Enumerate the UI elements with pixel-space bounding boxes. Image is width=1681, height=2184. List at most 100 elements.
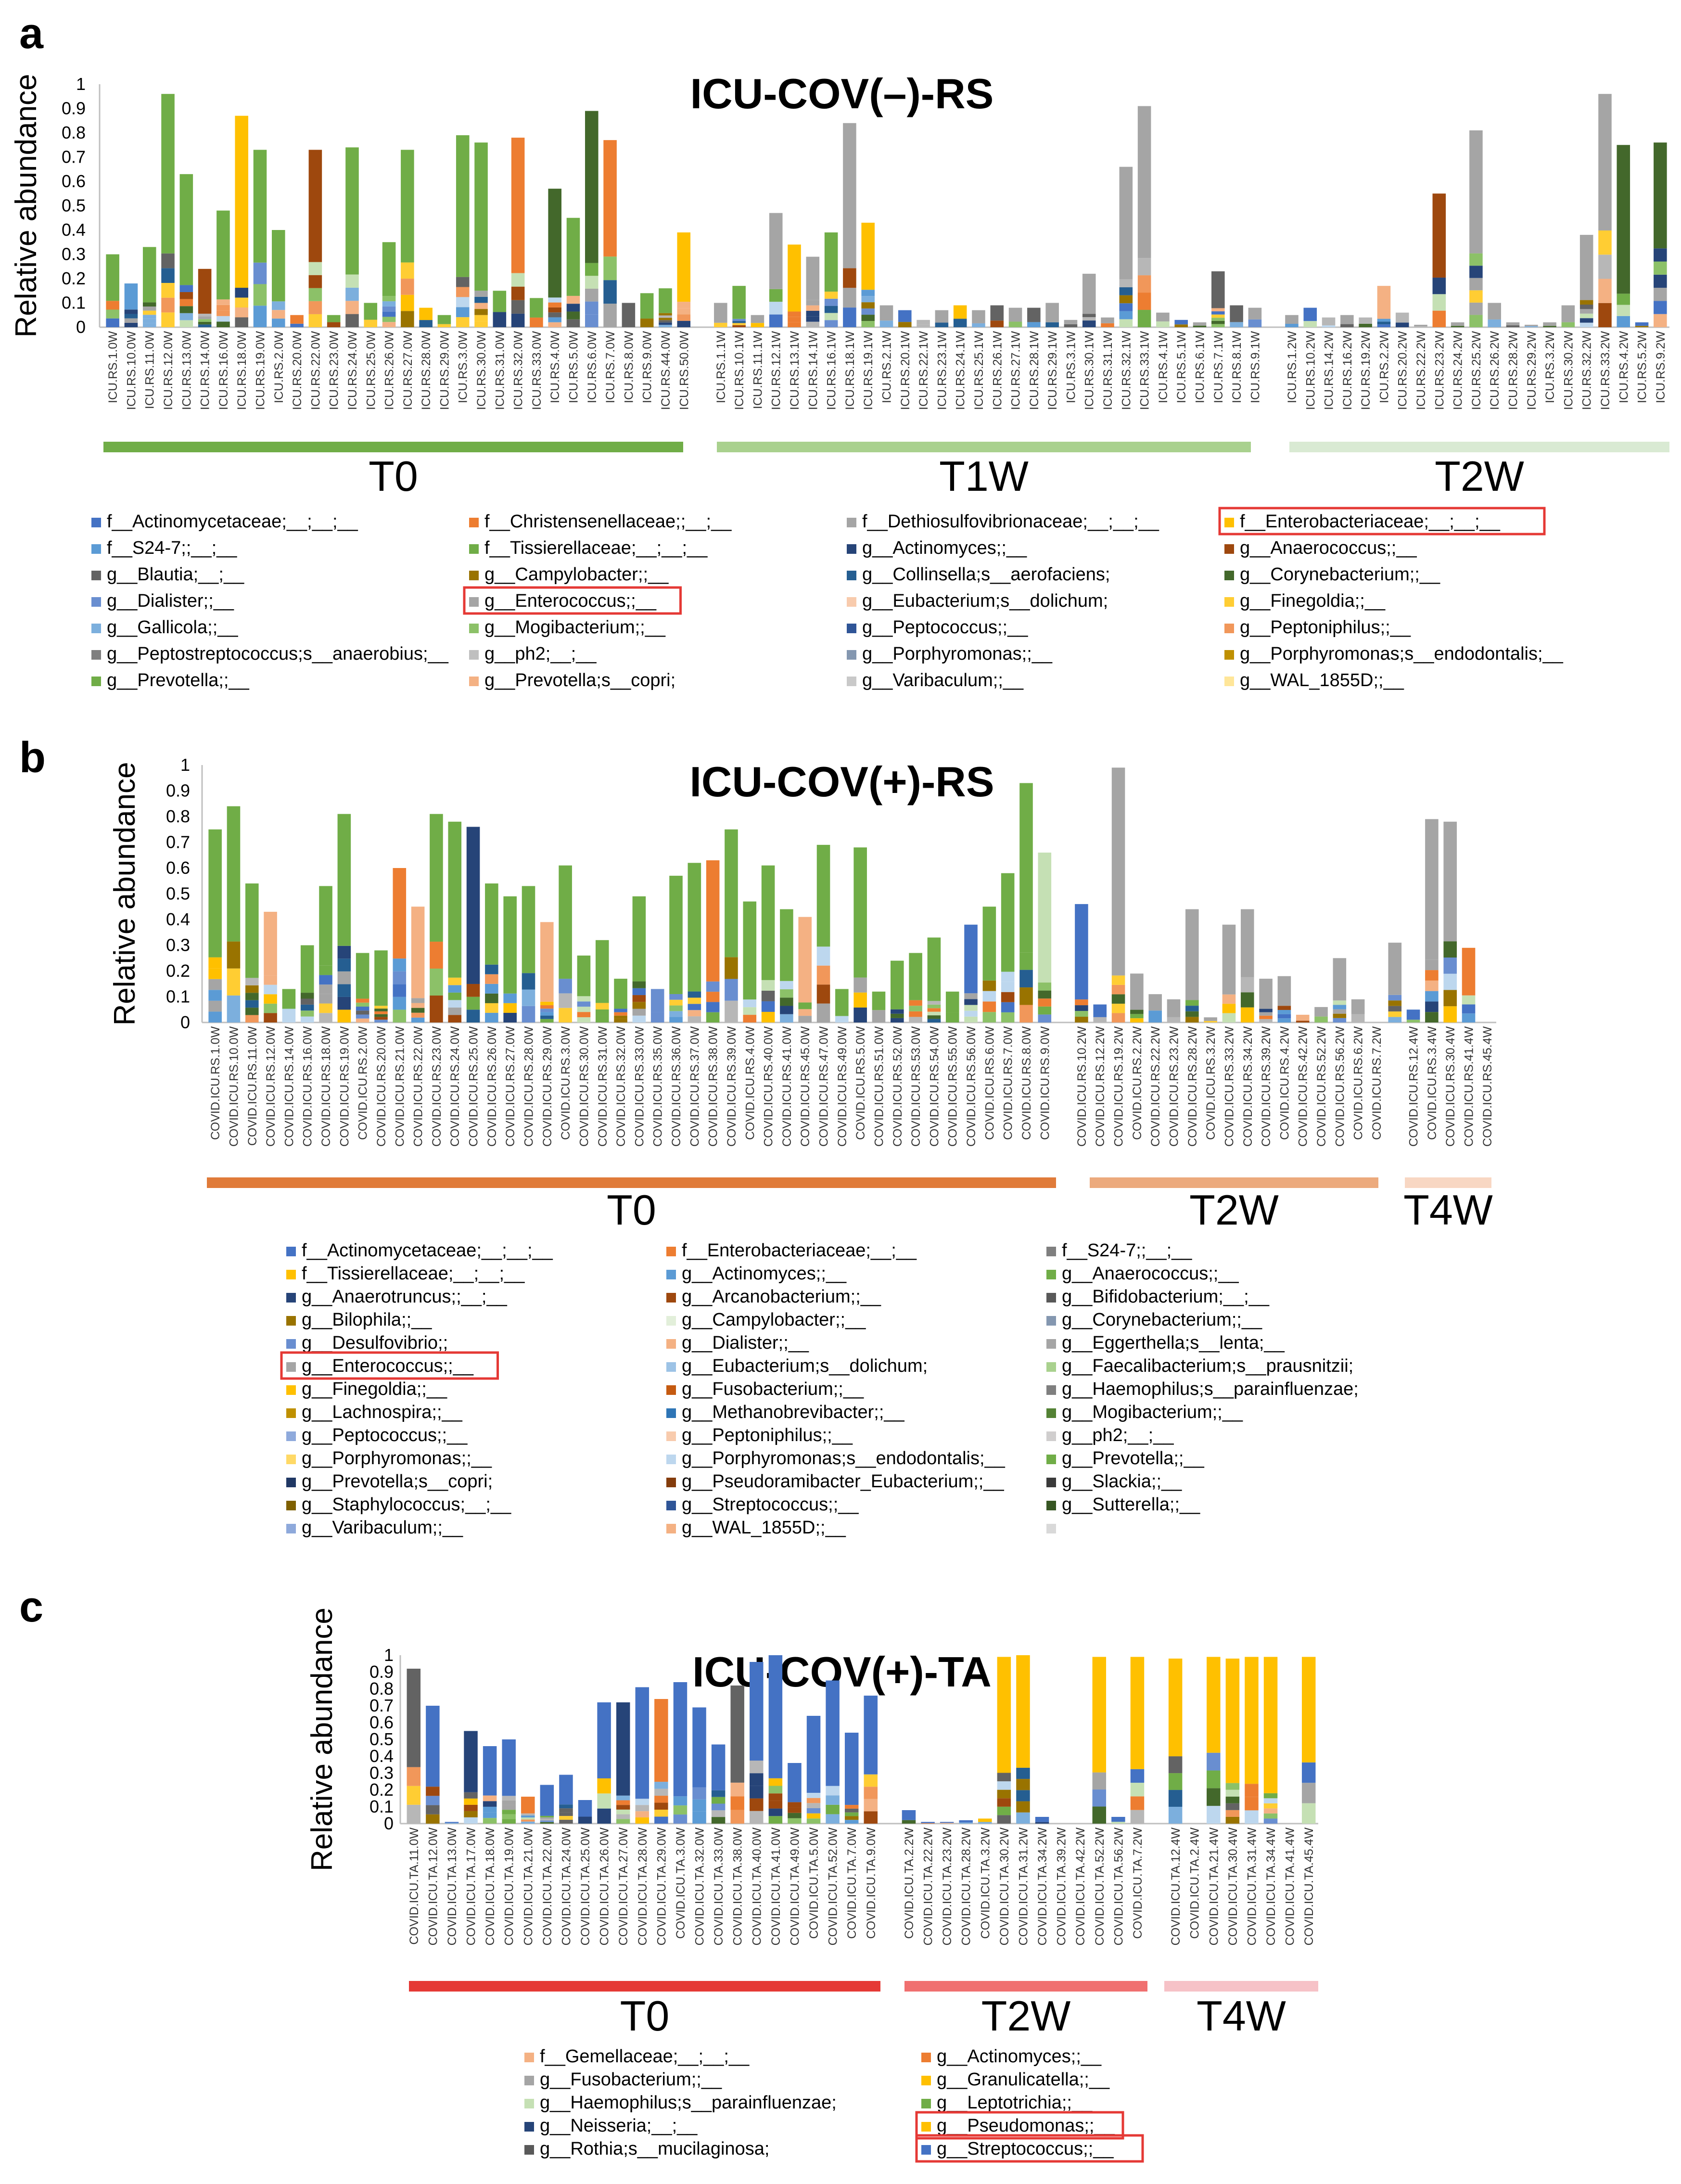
bar-segment (308, 314, 322, 327)
bar-segment (1101, 323, 1114, 327)
legend-swatch (286, 1524, 296, 1533)
bar-segment (788, 1813, 802, 1818)
legend-label: g__Collinsella;s__aerofaciens; (862, 564, 1110, 585)
bar-segment-dominant (732, 286, 746, 319)
bar (578, 1800, 592, 1824)
bar-segment-dominant (511, 138, 525, 273)
x-tick-label: ICU.RS.29.0W (438, 331, 451, 410)
bar-segment (635, 1817, 649, 1824)
bar-segment (245, 985, 259, 993)
bar-segment-dominant (1506, 322, 1520, 326)
bar-segment (640, 319, 654, 327)
bar-segment (1019, 970, 1033, 988)
bar-segment (1245, 1784, 1259, 1797)
legend-item: g__Eggerthella;s__lenta;__ (1046, 1333, 1285, 1353)
bar-segment (1303, 321, 1317, 327)
bar (640, 293, 654, 327)
bar-segment (1488, 319, 1501, 327)
bar-segment (945, 1012, 959, 1022)
bar-segment (448, 985, 462, 993)
bar-segment (688, 991, 701, 998)
bar-segment (407, 1804, 421, 1824)
bar-segment-dominant (493, 291, 507, 312)
y-tick-label: 0 (180, 1012, 190, 1032)
bar-segment (364, 319, 378, 327)
x-tick-label: COVID.ICU.RS.49.0W (836, 1026, 849, 1147)
bar-segment-dominant (577, 955, 591, 996)
bar-segment (161, 297, 175, 313)
legend-label: g__Pseudoramibacter_Eubacterium;;__ (682, 1471, 1004, 1492)
bar-segment-dominant (1130, 1657, 1145, 1769)
bar-segment (216, 310, 230, 316)
bar-segment (743, 999, 757, 1008)
bar (1167, 999, 1181, 1022)
bar-segment (1168, 1807, 1183, 1824)
x-tick-label: ICU.RS.4.0W (548, 331, 562, 403)
bar-segment (1156, 321, 1170, 327)
legend-swatch (1046, 1270, 1056, 1279)
bar-segment (1414, 326, 1427, 327)
bar-segment (1259, 1009, 1273, 1012)
bar-segment (1001, 1012, 1015, 1022)
legend-swatch (91, 677, 101, 686)
bar (559, 1775, 573, 1824)
bar-segment (401, 279, 414, 295)
bar-segment-dominant (1168, 1659, 1183, 1757)
bar-segment (485, 964, 498, 974)
bar-segment (1654, 314, 1667, 327)
x-tick-label: ICU.RS.10.1W (733, 331, 746, 410)
group-label: T4W (1197, 1992, 1286, 2040)
bar-segment-dominant (798, 917, 812, 1003)
bar-segment (356, 1018, 369, 1022)
bar-segment (319, 1003, 332, 1013)
group-label: T0 (620, 1992, 670, 2040)
x-tick-label: COVID.ICU.RS.56.0W (965, 1026, 978, 1147)
legend-item: g__Slackia;;__ (1046, 1471, 1182, 1492)
bar (208, 829, 222, 1022)
legend-label: g__Corynebacterium;;__ (1240, 564, 1440, 585)
bar-segment (124, 318, 138, 323)
legend-item: g__Rothia;s__mucilaginosa; (524, 2139, 769, 2159)
bar (308, 150, 322, 327)
bar-segment (502, 1814, 516, 1819)
y-tick-label: 0.2 (62, 268, 86, 288)
bar-segment (235, 307, 248, 318)
legend-label: f__Enterobacteriaceae;__;__ (682, 1240, 917, 1261)
y-tick-label: 0.4 (62, 220, 86, 240)
bar-segment (124, 309, 138, 314)
x-tick-label: COVID.ICU.RS.10.2W (1075, 1026, 1089, 1147)
bar (464, 1731, 478, 1824)
x-tick-label: ICU.RS.14.0W (199, 331, 212, 410)
bar-segment (1277, 1014, 1291, 1019)
bar (769, 213, 783, 327)
bar-segment (1111, 975, 1125, 985)
bar-segment (1443, 973, 1457, 990)
y-tick-label: 0.6 (166, 858, 190, 878)
bar-segment (464, 1798, 478, 1805)
x-tick-label: ICU.RS.1.2W (1286, 331, 1299, 403)
bar-segment (1277, 1006, 1291, 1010)
bar-segment-dominant (1211, 271, 1225, 308)
bar (780, 909, 793, 1022)
bar (622, 303, 636, 327)
bar-segment (632, 1002, 646, 1009)
bar-segment (1443, 958, 1457, 974)
bar-segment (595, 1003, 609, 1009)
bar-segment (345, 314, 359, 327)
bar-segment (540, 1822, 554, 1824)
legend-item: g__Haemophilus;s__parainfluenzae; (524, 2093, 837, 2113)
x-tick-label: COVID.ICU.TA.17.0W (465, 1827, 478, 1946)
legend-item: f__Gemellaceae;__;__;__ (524, 2046, 750, 2067)
bar-segment-dominant (1351, 999, 1365, 1014)
bar-segment-dominant (1303, 307, 1317, 321)
bar (843, 123, 856, 327)
legend-swatch (666, 1455, 676, 1464)
bar (1285, 315, 1299, 327)
bar-segment (511, 273, 525, 287)
x-tick-label: ICU.RS.3.0W (457, 331, 470, 403)
bar-segment (1207, 1752, 1221, 1771)
x-tick-label: ICU.RS.10.2W (1304, 331, 1317, 410)
bar-segment (616, 1814, 630, 1819)
bar-segment (337, 984, 351, 997)
bar-segment (319, 994, 332, 1004)
